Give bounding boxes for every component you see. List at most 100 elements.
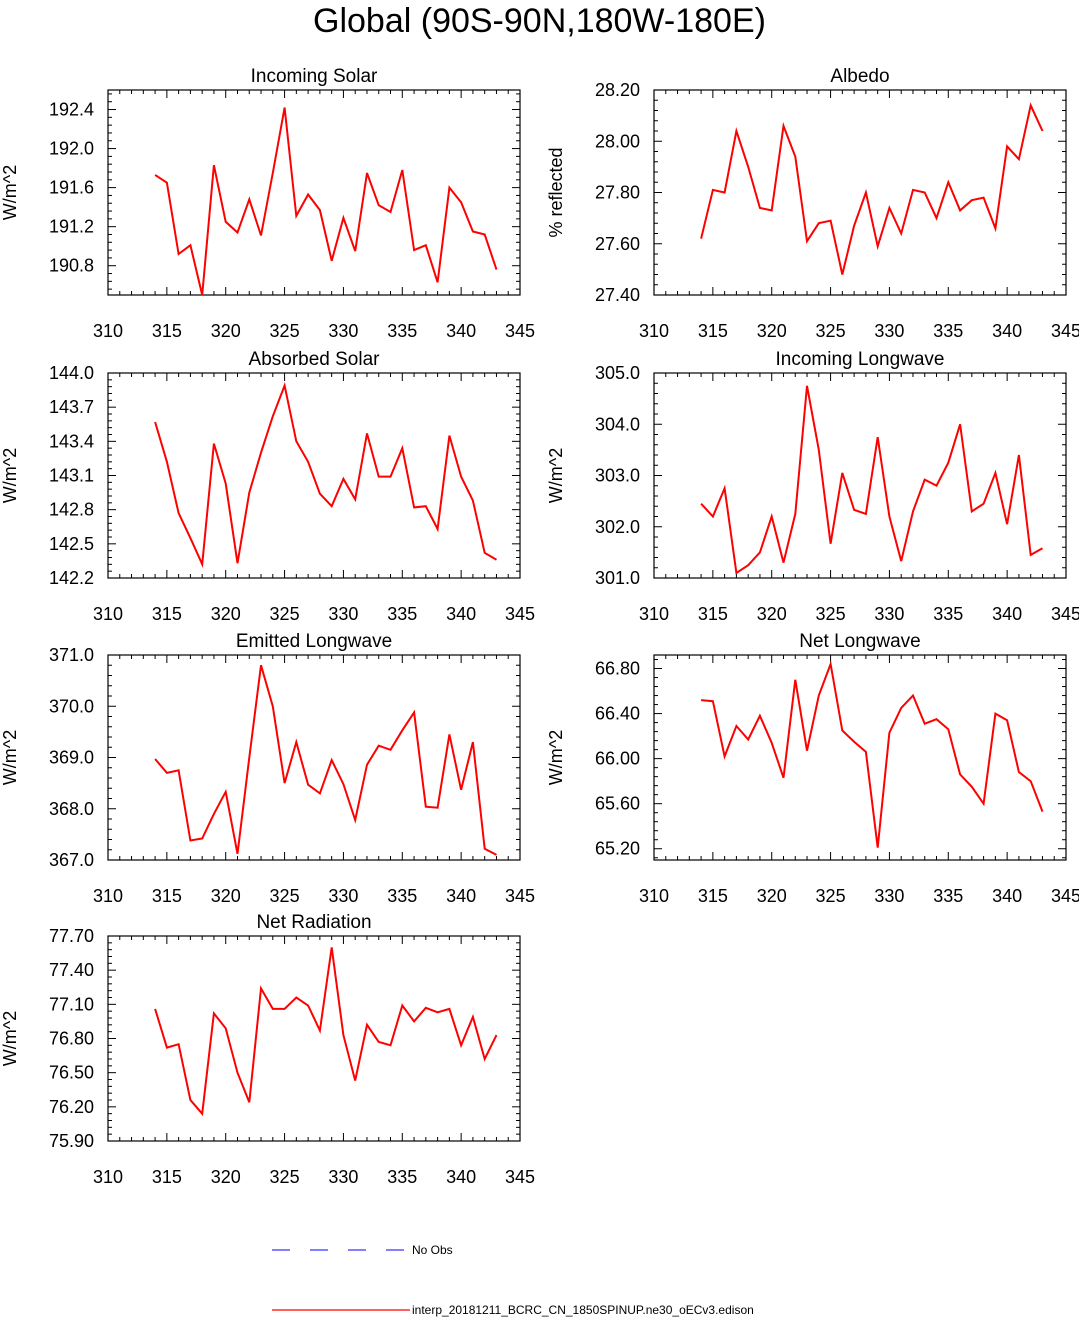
panel-title: Net Longwave	[799, 631, 920, 652]
y-tick-label: 27.80	[595, 183, 640, 203]
y-tick-label: 75.90	[49, 1131, 94, 1151]
panel-1: Albedo % reflected 310 315 320 325 330 335 340 34…	[546, 66, 1079, 341]
x-tick-label: 320	[757, 604, 787, 624]
x-tick-label: 330	[328, 886, 358, 906]
legend-obs-line	[272, 1249, 412, 1251]
y-axis-label: W/m^2	[0, 1011, 20, 1066]
x-tick-label: 330	[874, 886, 904, 906]
x-tick-label: 345	[505, 1167, 535, 1187]
y-tick-label: 76.20	[49, 1097, 94, 1117]
y-tick-label: 192.4	[49, 100, 94, 120]
y-tick-label: 301.0	[595, 568, 640, 588]
x-tick-label: 335	[933, 321, 963, 341]
y-tick-label: 27.60	[595, 234, 640, 254]
y-tick-label: 143.7	[49, 397, 94, 417]
x-tick-label: 325	[270, 321, 300, 341]
x-tick-label: 345	[505, 886, 535, 906]
y-tick-label: 28.20	[595, 80, 640, 100]
panel-2: Absorbed Solar W/m^2 310 315 320 325 330 335 340…	[0, 349, 535, 624]
y-axis-label: W/m^2	[0, 730, 20, 785]
x-tick-label: 335	[933, 886, 963, 906]
legend-model-line	[272, 1309, 410, 1311]
x-tick-label: 310	[639, 886, 669, 906]
y-tick-label: 305.0	[595, 363, 640, 383]
y-axis-label: W/m^2	[0, 165, 20, 220]
panel-title: Absorbed Solar	[249, 349, 381, 370]
x-tick-label: 345	[1051, 604, 1079, 624]
x-tick-label: 310	[93, 604, 123, 624]
x-tick-label: 310	[93, 886, 123, 906]
x-tick-label: 345	[505, 604, 535, 624]
panel-5: Net Longwave W/m^2 310 315 320 325 330 335 340 34…	[546, 631, 1079, 906]
x-tick-label: 325	[270, 1167, 300, 1187]
y-tick-label: 66.40	[595, 704, 640, 724]
x-tick-label: 310	[639, 604, 669, 624]
y-tick-label: 66.00	[595, 749, 640, 769]
x-tick-label: 330	[874, 604, 904, 624]
y-tick-label: 190.8	[49, 256, 94, 276]
x-tick-label: 335	[387, 604, 417, 624]
y-tick-label: 76.80	[49, 1029, 94, 1049]
y-tick-label: 144.0	[49, 363, 94, 383]
y-axis-label: W/m^2	[0, 448, 20, 503]
y-tick-label: 143.1	[49, 466, 94, 486]
series-line	[701, 660, 1044, 848]
x-tick-label: 315	[698, 604, 728, 624]
y-tick-label: 371.0	[49, 645, 94, 665]
panel-title: Incoming Solar	[251, 66, 378, 87]
x-tick-label: 335	[387, 1167, 417, 1187]
x-tick-label: 335	[933, 604, 963, 624]
x-tick-label: 315	[698, 886, 728, 906]
series-line	[154, 107, 498, 296]
x-tick-label: 315	[152, 604, 182, 624]
y-tick-label: 367.0	[49, 850, 94, 870]
series-line	[154, 381, 498, 569]
x-tick-label: 320	[757, 886, 787, 906]
x-tick-label: 340	[992, 886, 1022, 906]
x-tick-label: 320	[211, 886, 241, 906]
y-tick-label: 369.0	[49, 748, 94, 768]
x-tick-label: 325	[816, 604, 846, 624]
x-tick-label: 315	[152, 1167, 182, 1187]
y-tick-label: 76.50	[49, 1063, 94, 1083]
series-line	[700, 385, 1043, 575]
x-tick-label: 325	[270, 604, 300, 624]
y-axis-label: % reflected	[546, 147, 566, 237]
x-tick-label: 330	[328, 1167, 358, 1187]
x-tick-label: 330	[874, 321, 904, 341]
plot-frame	[653, 372, 1067, 579]
x-tick-label: 345	[1051, 886, 1079, 906]
panel-0: Incoming Solar W/m^2 310 315 320 325 330 335 340…	[0, 66, 535, 341]
series-line	[154, 947, 498, 1117]
series-line	[700, 102, 1044, 275]
x-tick-label: 310	[639, 321, 669, 341]
x-tick-label: 340	[446, 1167, 476, 1187]
y-tick-label: 304.0	[595, 414, 640, 434]
y-tick-label: 191.2	[49, 217, 94, 237]
panel-6: Net Radiation W/m^2 310 315 320 325 330 335 340 3…	[0, 912, 535, 1187]
y-tick-label: 142.5	[49, 534, 94, 554]
x-tick-label: 340	[992, 321, 1022, 341]
x-tick-label: 315	[152, 321, 182, 341]
x-tick-label: 335	[387, 886, 417, 906]
x-tick-label: 315	[152, 886, 182, 906]
legend-obs-label: No Obs	[412, 1243, 453, 1257]
y-tick-label: 142.2	[49, 568, 94, 588]
x-tick-label: 345	[505, 321, 535, 341]
panel-3: Incoming Longwave W/m^2 310 315 320 325 330 335…	[546, 349, 1079, 624]
y-tick-label: 142.8	[49, 500, 94, 520]
x-tick-label: 310	[93, 321, 123, 341]
y-tick-label: 28.00	[595, 131, 640, 151]
y-tick-label: 192.0	[49, 139, 94, 159]
x-tick-label: 340	[446, 604, 476, 624]
y-tick-label: 27.40	[595, 285, 640, 305]
x-tick-label: 320	[757, 321, 787, 341]
plot-frame	[653, 654, 1067, 861]
x-tick-label: 325	[816, 886, 846, 906]
figure-title: Global (90S-90N,180W-180E)	[313, 2, 766, 40]
y-tick-label: 143.4	[49, 431, 94, 451]
plot-frame	[107, 89, 521, 296]
y-tick-label: 77.10	[49, 994, 94, 1014]
